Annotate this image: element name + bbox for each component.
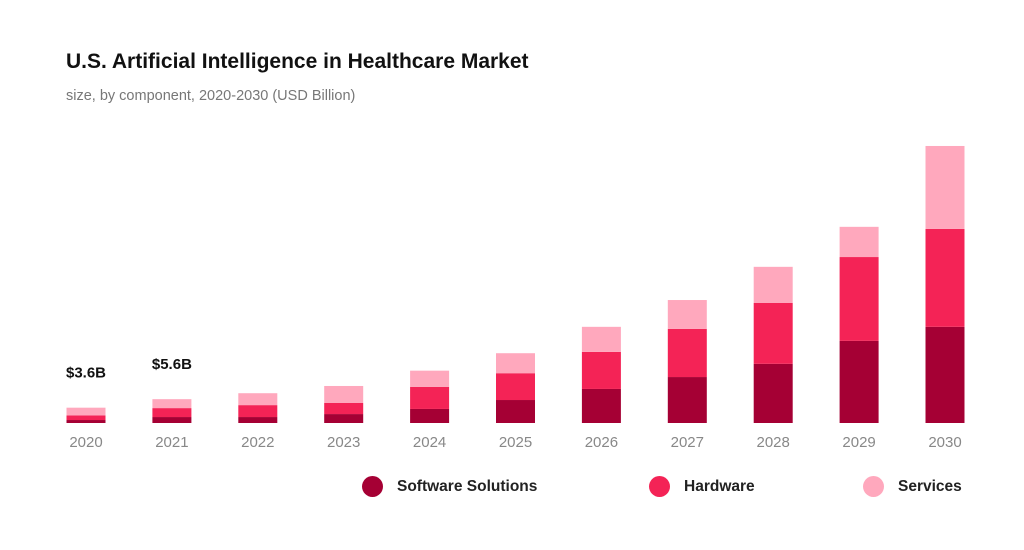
- x-tick-label: 2028: [757, 434, 790, 451]
- bar-services-2026: [581, 326, 621, 352]
- legend-item-software-solutions: Software Solutions: [362, 476, 537, 497]
- bar-software-solutions-2022: [238, 417, 278, 423]
- bar-software-solutions-2028: [753, 363, 793, 423]
- data-label-2021: $5.6B: [152, 356, 192, 373]
- legend-item-services: Services: [863, 476, 962, 497]
- bar-hardware-2021: [152, 408, 192, 418]
- x-tick-label: 2029: [842, 434, 875, 451]
- bar-hardware-2027: [667, 328, 707, 378]
- chart-title: U.S. Artificial Intelligence in Healthca…: [66, 50, 529, 73]
- legend-item-hardware: Hardware: [649, 476, 755, 497]
- x-tick-label: 2027: [671, 434, 704, 451]
- legend-swatch-hardware: [649, 476, 670, 497]
- legend-swatch-software-solutions: [362, 476, 383, 497]
- x-tick-label: 2021: [155, 434, 188, 451]
- bar-software-solutions-2021: [152, 417, 192, 423]
- bar-hardware-2025: [496, 373, 535, 401]
- bar-software-solutions-2025: [496, 400, 535, 423]
- bar-software-solutions-2029: [839, 340, 879, 423]
- legend-swatch-services: [863, 476, 884, 497]
- bar-hardware-2029: [839, 257, 879, 341]
- data-label-2020: $3.6B: [66, 365, 106, 382]
- bar-services-2029: [839, 226, 879, 258]
- x-tick-label: 2020: [69, 434, 102, 451]
- bar-software-solutions-2024: [410, 408, 450, 423]
- bar-software-solutions-2026: [581, 388, 621, 423]
- bar-hardware-2020: [66, 415, 106, 421]
- bar-software-solutions-2020: [66, 420, 106, 423]
- legend-label: Software Solutions: [397, 477, 538, 495]
- bar-hardware-2026: [581, 351, 621, 389]
- bar-services-2030: [925, 145, 965, 229]
- bar-services-2028: [753, 266, 793, 303]
- bar-software-solutions-2023: [324, 414, 364, 423]
- x-tick-label: 2025: [499, 434, 532, 451]
- x-tick-label: 2023: [327, 434, 360, 451]
- bar-software-solutions-2030: [925, 326, 965, 423]
- bar-services-2025: [496, 353, 535, 374]
- legend-label: Hardware: [684, 477, 755, 495]
- bar-hardware-2028: [753, 303, 793, 364]
- bar-hardware-2030: [925, 228, 965, 327]
- bar-services-2023: [324, 385, 364, 403]
- bar-hardware-2022: [238, 405, 278, 418]
- bar-services-2022: [238, 393, 278, 406]
- bar-services-2021: [152, 399, 192, 409]
- bar-hardware-2023: [324, 403, 364, 415]
- x-tick-label: 2024: [413, 434, 446, 451]
- bar-services-2024: [410, 370, 450, 387]
- x-tick-label: 2026: [585, 434, 618, 451]
- bar-services-2020: [66, 407, 106, 416]
- legend-label: Services: [898, 477, 962, 495]
- x-tick-label: 2022: [241, 434, 274, 451]
- bar-software-solutions-2027: [667, 377, 707, 423]
- x-tick-label: 2030: [928, 434, 961, 451]
- chart-subtitle: size, by component, 2020-2030 (USD Billi…: [66, 88, 356, 104]
- bar-services-2027: [667, 300, 707, 329]
- bar-hardware-2024: [410, 386, 450, 409]
